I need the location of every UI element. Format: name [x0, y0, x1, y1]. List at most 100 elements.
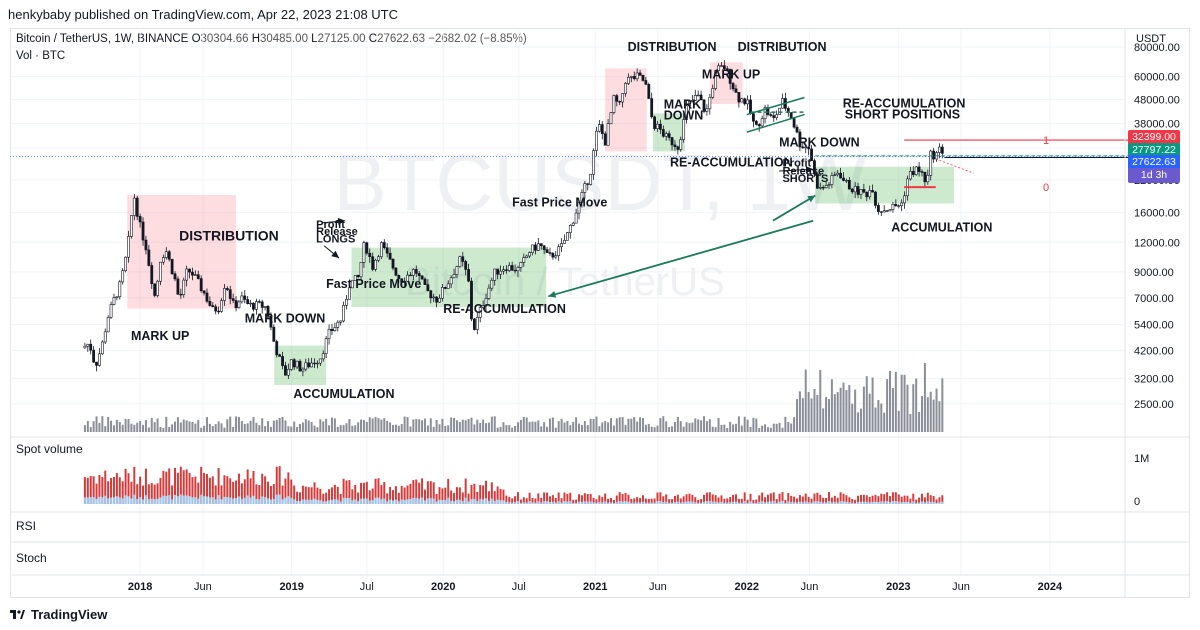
candle-body	[551, 253, 555, 258]
tradingview-logo-icon	[10, 610, 25, 619]
spot-volume-bar	[412, 480, 415, 504]
candle-body	[374, 259, 377, 270]
volume-bar	[554, 427, 557, 432]
candle-body	[377, 256, 380, 261]
candle-body	[650, 98, 654, 118]
candle-body	[298, 360, 302, 372]
spot-volume-bar	[394, 486, 397, 504]
annotation-longs: LONGS	[316, 234, 355, 246]
volume-bar	[525, 417, 528, 432]
candle-body	[472, 318, 476, 330]
pane-stoch[interactable]: Stoch	[16, 551, 47, 565]
price-tick-label: 48000.00	[1134, 95, 1180, 107]
volume-bar	[926, 397, 929, 432]
spot-volume-base	[682, 502, 685, 504]
spot-volume-base	[386, 501, 389, 504]
spot-volume-bar	[766, 494, 769, 504]
spot-volume-bar	[836, 497, 839, 504]
spot-volume-base	[601, 502, 604, 504]
spot-volume-bar	[932, 496, 935, 504]
pane-rsi[interactable]: RSI	[16, 519, 37, 533]
pane-spot-volume[interactable]: Spot volume	[16, 442, 83, 456]
spot-volume-bar	[630, 498, 633, 504]
candle-body	[635, 72, 639, 80]
spot-volume-bar	[679, 498, 682, 504]
volume-bar	[208, 423, 211, 432]
candle-body	[243, 295, 247, 300]
spot-volume-base	[514, 502, 517, 504]
spot-volume-base	[758, 501, 761, 504]
candle-body	[359, 262, 363, 278]
spot-volume-bar	[566, 493, 569, 504]
open-label: O	[191, 33, 201, 45]
spot-volume-base	[909, 502, 912, 504]
spot-volume-base	[676, 501, 679, 504]
time-tick-label: 2020	[431, 581, 455, 593]
spot-volume-bar	[296, 491, 299, 504]
volume-bar	[700, 420, 703, 432]
footer-brand[interactable]: TradingView	[31, 607, 108, 622]
volume-legend[interactable]: Vol · BTC	[16, 50, 66, 62]
volume-bar	[345, 423, 348, 432]
volume-bar	[473, 424, 476, 432]
volume-bar	[897, 410, 900, 432]
price-tick-label: 12000.00	[1134, 237, 1180, 249]
volume-bar	[487, 422, 490, 432]
volume-bar	[418, 419, 421, 432]
spot-volume-bar	[755, 499, 758, 504]
candle-body	[127, 236, 130, 258]
volume-bar	[732, 424, 735, 432]
spot-volume-base	[83, 497, 86, 504]
candle-body	[379, 242, 383, 258]
spot-volume-bar	[578, 494, 581, 504]
spot-volume-base	[412, 498, 415, 504]
candle-body	[388, 252, 392, 260]
spot-volume-base	[708, 501, 711, 504]
candle-body	[659, 123, 662, 130]
volume-bar	[144, 420, 147, 432]
candle-body	[539, 243, 543, 247]
candle-body	[917, 166, 921, 172]
spot-volume-bar	[900, 496, 903, 504]
spot-volume-base	[566, 501, 569, 504]
candle-body	[426, 284, 430, 292]
volume-bar	[354, 425, 357, 432]
spot-volume-base	[644, 502, 647, 504]
volume-bar	[214, 424, 217, 432]
symbol-legend[interactable]: Bitcoin / TetherUS, 1W, BINANCE O30304.6…	[16, 33, 527, 45]
volume-bar	[790, 423, 793, 432]
candle-body	[862, 189, 866, 193]
volume-bar	[601, 422, 604, 432]
spot-volume-bar	[668, 499, 671, 504]
spot-volume-base	[423, 500, 426, 504]
volume-bar	[796, 399, 799, 432]
volume-bar	[511, 427, 514, 432]
candle-body	[882, 210, 886, 213]
volume-bar	[101, 416, 104, 432]
candle-body	[339, 320, 343, 323]
candle-body	[528, 252, 532, 257]
candle-body	[760, 118, 764, 127]
candle-body	[362, 242, 366, 263]
candle-body	[470, 280, 473, 320]
spot-volume-bar	[389, 486, 392, 504]
arrow-long-green-head	[548, 290, 557, 298]
volume-bar	[377, 418, 380, 432]
candle-body	[929, 150, 933, 176]
spot-volume-base	[325, 501, 328, 504]
candle-body	[888, 209, 892, 212]
spot-volume-base	[941, 501, 944, 504]
spot-volume-bar	[656, 492, 659, 504]
volume-bar	[827, 399, 830, 432]
spot-volume-bar	[487, 491, 490, 504]
volume-bar	[255, 422, 258, 432]
spot-volume-base	[764, 502, 767, 504]
spot-volume-base	[490, 498, 493, 504]
volume-bar	[534, 421, 537, 432]
candle-body	[720, 65, 723, 67]
candle-body	[938, 146, 941, 153]
volume-bar	[519, 419, 522, 432]
volume-bar	[162, 427, 165, 432]
spot-volume-bar	[110, 477, 113, 504]
